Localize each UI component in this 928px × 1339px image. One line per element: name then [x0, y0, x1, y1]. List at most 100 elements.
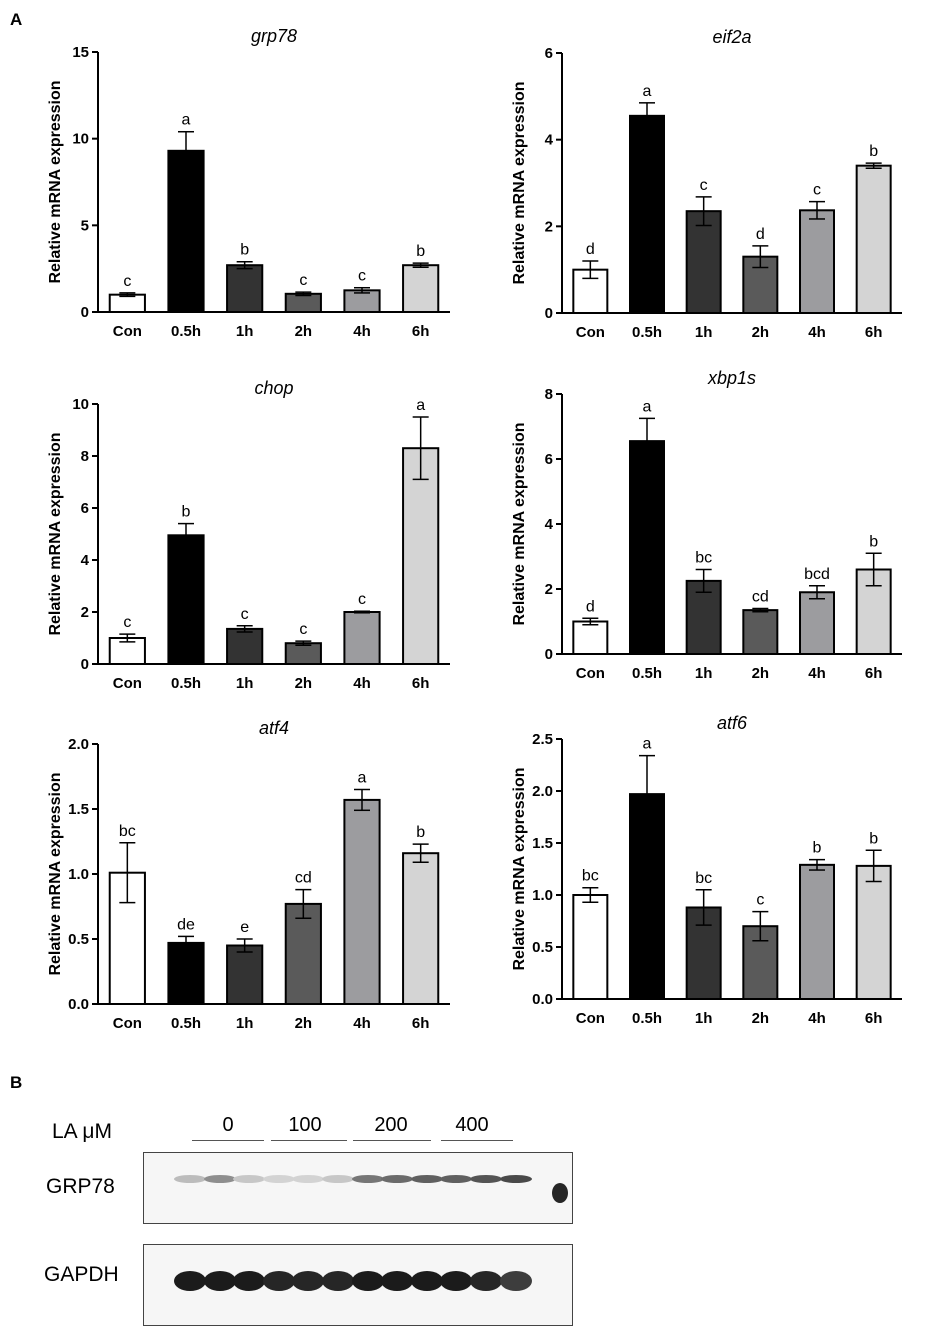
y-tick-label: 10 — [72, 396, 89, 413]
blot-band — [499, 1175, 532, 1183]
y-tick-label: 6 — [545, 451, 553, 468]
blot-band — [322, 1175, 354, 1183]
significance-letter: c — [241, 606, 249, 623]
y-tick-label: 0.5 — [532, 939, 553, 956]
y-tick-label: 1.5 — [68, 801, 89, 818]
blot-band — [381, 1271, 414, 1291]
y-tick-label: 4 — [545, 516, 554, 533]
blot-band — [440, 1271, 473, 1291]
y-tick-label: 15 — [72, 44, 89, 61]
bar-1h — [226, 944, 264, 1005]
significance-letter: b — [416, 243, 425, 260]
significance-letter: c — [123, 614, 131, 631]
chart-title: grp78 — [251, 26, 297, 46]
x-tick-label: 1h — [236, 323, 254, 340]
significance-letter: bcd — [804, 566, 830, 583]
bar-0.5h — [167, 149, 205, 313]
x-tick-label: 0.5h — [171, 323, 201, 340]
y-tick-label: 1.0 — [532, 887, 553, 904]
x-tick-label: 2h — [752, 665, 770, 682]
blot-band — [381, 1175, 414, 1183]
significance-letter: b — [416, 824, 425, 841]
x-tick-label: 6h — [412, 323, 430, 340]
blot-band — [470, 1175, 502, 1183]
significance-letter: b — [813, 840, 822, 857]
x-tick-label: 1h — [236, 675, 254, 692]
y-tick-label: 8 — [545, 386, 553, 403]
blot-band — [351, 1271, 384, 1291]
blot-band — [322, 1271, 354, 1291]
concentration-underline — [192, 1140, 264, 1141]
blot-band — [470, 1271, 502, 1291]
blot-row-label: GAPDH — [44, 1263, 119, 1286]
significance-letter: cd — [295, 870, 312, 887]
y-tick-label: 6 — [81, 500, 89, 517]
x-tick-label: 2h — [752, 324, 770, 341]
panel-label-b: B — [10, 1073, 23, 1092]
bar-4h — [799, 863, 835, 1001]
significance-letter: a — [643, 83, 652, 100]
blot-band — [499, 1271, 532, 1291]
chart-title: eif2a — [712, 27, 751, 47]
y-tick-label: 0 — [545, 305, 553, 322]
x-tick-label: Con — [576, 1010, 605, 1027]
blot-band — [262, 1175, 295, 1183]
marker-band — [552, 1183, 568, 1203]
significance-letter: a — [416, 397, 425, 414]
bar-Con — [108, 871, 146, 1006]
significance-letter: b — [240, 242, 249, 259]
concentration-label: 400 — [455, 1114, 489, 1136]
significance-letter: a — [358, 770, 367, 787]
significance-letter: b — [869, 533, 878, 550]
y-axis-label: Relative mRNA expression — [511, 422, 528, 625]
y-tick-label: 0 — [81, 656, 89, 673]
y-tick-label: 2 — [81, 604, 89, 621]
y-tick-label: 4 — [81, 552, 90, 569]
blot-band — [410, 1175, 443, 1183]
significance-letter: bc — [695, 870, 712, 887]
significance-letter: c — [123, 273, 131, 290]
concentration-underline — [271, 1140, 347, 1141]
bar-4h — [343, 798, 381, 1006]
x-tick-label: Con — [576, 665, 605, 682]
significance-letter: c — [299, 272, 307, 289]
y-tick-label: 4 — [545, 132, 554, 149]
y-tick-label: 1.5 — [532, 835, 553, 852]
y-tick-label: 2.5 — [532, 731, 553, 748]
y-axis-label: Relative mRNA expression — [47, 80, 64, 283]
significance-letter: b — [869, 143, 878, 160]
y-tick-label: 2.0 — [68, 736, 89, 753]
x-tick-label: 6h — [412, 675, 430, 692]
concentration-label: 200 — [374, 1114, 408, 1136]
chart-title: atf4 — [259, 718, 289, 738]
significance-letter: bc — [695, 550, 712, 567]
x-tick-label: 0.5h — [632, 665, 662, 682]
x-tick-label: 1h — [236, 1015, 254, 1032]
panel-label-a: A — [10, 10, 23, 29]
y-tick-label: 8 — [81, 448, 89, 465]
x-tick-label: 4h — [353, 675, 371, 692]
significance-letter: bc — [582, 868, 599, 885]
chart-title: xbp1s — [707, 368, 756, 388]
y-tick-label: 0 — [81, 304, 89, 321]
bar-Con — [572, 894, 609, 1000]
x-tick-label: 6h — [865, 665, 883, 682]
x-tick-label: 2h — [295, 323, 313, 340]
blot-band — [410, 1271, 443, 1291]
bar-6h — [855, 164, 892, 314]
x-tick-label: 6h — [412, 1015, 430, 1032]
significance-letter: d — [586, 598, 595, 615]
x-tick-label: 1h — [695, 665, 713, 682]
blot-band — [292, 1175, 325, 1183]
blot-band — [233, 1175, 266, 1183]
blot-band — [440, 1175, 473, 1183]
y-tick-label: 0.0 — [68, 996, 89, 1013]
bar-6h — [855, 864, 892, 1000]
blot-membrane-gapdh — [143, 1244, 573, 1326]
x-tick-label: 4h — [353, 1015, 371, 1032]
